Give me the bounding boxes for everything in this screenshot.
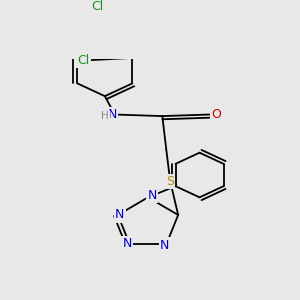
Text: Cl: Cl xyxy=(91,0,103,13)
Text: N: N xyxy=(115,208,124,221)
Text: O: O xyxy=(211,108,221,121)
Text: N: N xyxy=(147,189,157,202)
Text: N: N xyxy=(160,238,169,252)
Text: N: N xyxy=(123,237,132,250)
Text: N: N xyxy=(107,108,117,121)
Text: H: H xyxy=(101,111,109,121)
Text: Cl: Cl xyxy=(78,54,90,67)
Text: S: S xyxy=(166,175,174,188)
